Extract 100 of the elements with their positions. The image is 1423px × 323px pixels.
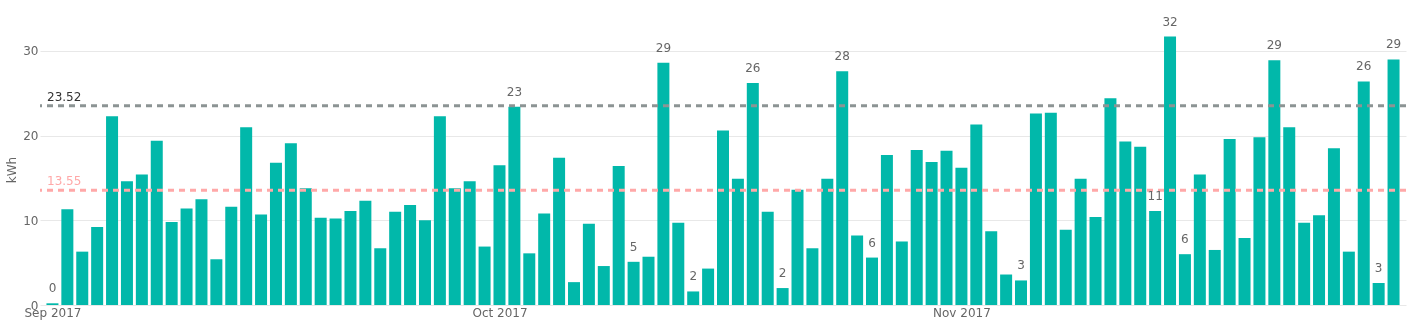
data-label: 26	[1356, 59, 1372, 74]
bar	[1134, 146, 1147, 305]
bar	[150, 140, 163, 305]
data-label: 0	[48, 281, 57, 296]
bar	[940, 150, 953, 305]
data-label: 29	[655, 40, 672, 55]
bar	[702, 268, 715, 305]
bar	[1342, 251, 1355, 305]
bar	[284, 143, 297, 305]
bar	[1298, 222, 1311, 305]
bar	[329, 218, 342, 305]
bar	[508, 106, 521, 305]
bar	[1164, 36, 1177, 305]
ref-line-label: 23.52	[47, 89, 82, 104]
y-tick-label: 30	[23, 44, 39, 59]
bar	[493, 165, 506, 305]
bar	[255, 214, 268, 305]
bar	[1313, 215, 1326, 305]
x-tick-label: Oct 2017	[472, 305, 528, 320]
bar	[1178, 254, 1191, 305]
bar	[1059, 229, 1072, 305]
bar	[165, 222, 178, 305]
bar	[1283, 127, 1296, 305]
bar	[657, 62, 670, 305]
bar	[1387, 59, 1400, 305]
bar	[1357, 81, 1370, 305]
data-label: 3	[1017, 258, 1025, 273]
bar	[135, 174, 148, 305]
y-tick-label: 20	[23, 129, 39, 144]
bar	[299, 188, 312, 305]
bar	[582, 223, 595, 305]
bar	[687, 291, 700, 305]
bar	[389, 211, 402, 305]
bar	[1089, 216, 1102, 305]
bar	[1268, 60, 1281, 305]
bar	[1238, 238, 1251, 305]
bar	[418, 220, 431, 305]
bar	[627, 261, 640, 305]
bar	[478, 246, 491, 305]
bar	[567, 282, 580, 305]
bar	[851, 235, 864, 305]
bar	[523, 253, 536, 305]
bar	[1000, 274, 1013, 305]
bar	[1029, 113, 1042, 305]
bar	[76, 251, 89, 305]
bar	[597, 266, 610, 305]
bar	[791, 189, 804, 305]
bar	[404, 205, 417, 305]
bar	[195, 199, 208, 305]
data-label: 29	[1385, 37, 1402, 52]
bar	[463, 181, 476, 305]
bar	[717, 130, 729, 305]
data-label: 6	[1181, 232, 1189, 247]
data-label: 3	[1374, 260, 1383, 275]
bar	[61, 209, 74, 305]
bar	[746, 83, 759, 305]
data-label: 32	[1162, 14, 1178, 29]
bar	[553, 157, 566, 305]
bar	[1044, 112, 1057, 305]
bar	[1327, 148, 1340, 305]
data-label: 28	[834, 49, 850, 64]
bar	[1208, 249, 1221, 305]
bar	[1119, 141, 1132, 305]
bar	[1372, 282, 1385, 305]
bar	[1149, 211, 1162, 305]
x-tick-label: Nov 2017	[933, 305, 991, 320]
y-tick-label: 10	[23, 213, 39, 228]
bar	[210, 259, 223, 305]
bar	[1193, 174, 1206, 305]
bar	[866, 257, 879, 305]
bar	[106, 116, 119, 305]
bar	[433, 116, 446, 305]
bar	[344, 211, 357, 305]
y-axis-title: kWh	[5, 156, 20, 184]
bar	[925, 161, 938, 305]
data-label: 2	[778, 266, 787, 281]
ref-line-label: 13.55	[47, 174, 82, 189]
bar	[91, 227, 104, 305]
bar	[895, 241, 908, 305]
bar	[761, 211, 774, 305]
bar	[806, 248, 819, 305]
bar	[240, 127, 253, 305]
bar	[776, 288, 789, 305]
bar	[955, 167, 968, 305]
bar	[374, 248, 387, 305]
bar	[836, 71, 849, 305]
bar	[538, 213, 551, 305]
bar	[642, 256, 655, 305]
bar	[1104, 98, 1117, 305]
data-label: 29	[1266, 38, 1282, 53]
data-label: 11	[1147, 189, 1163, 203]
bar	[910, 150, 923, 305]
bar	[612, 166, 625, 305]
bar	[180, 208, 193, 305]
bar	[448, 188, 461, 305]
data-label: 5	[629, 239, 638, 254]
bar	[985, 231, 998, 305]
bar	[1223, 139, 1236, 305]
bar	[1015, 280, 1028, 305]
bar	[1074, 178, 1087, 305]
